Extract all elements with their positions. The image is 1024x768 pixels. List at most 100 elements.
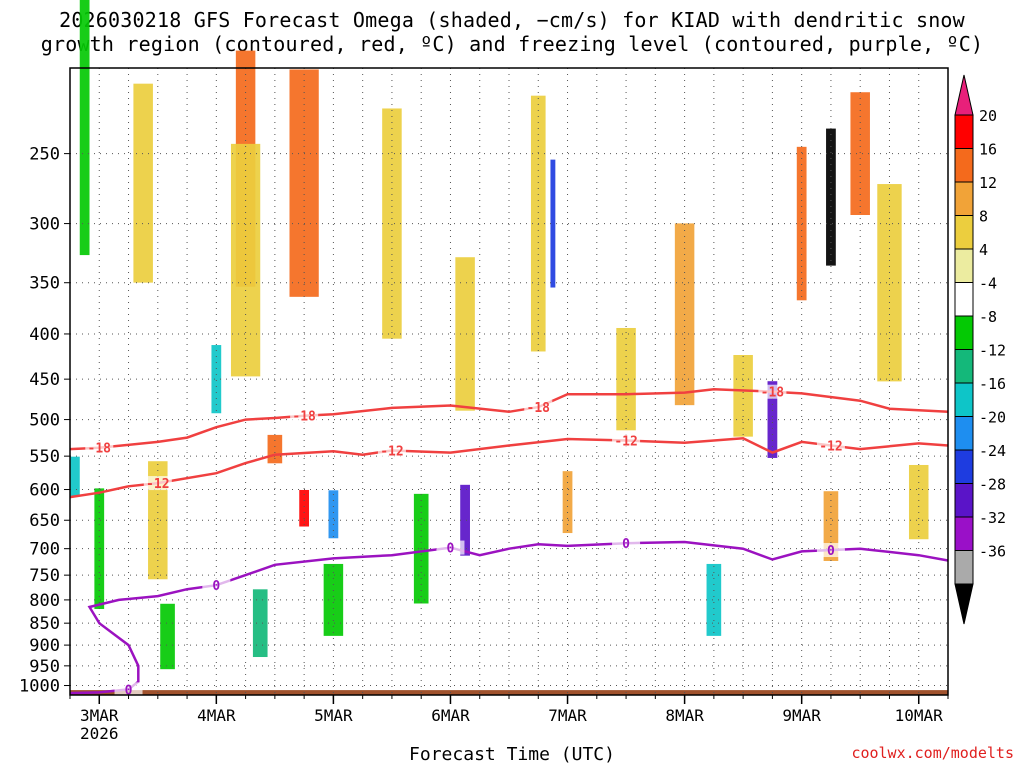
colorbar-top-arrow xyxy=(954,74,974,116)
colorbar-label: 16 xyxy=(979,141,997,159)
contour-label: 0 xyxy=(212,579,220,594)
colorbar-segment xyxy=(954,248,974,283)
omega-cell xyxy=(908,464,929,540)
colorbar-label: -16 xyxy=(979,375,1006,393)
x-tick-label: 6MAR xyxy=(431,706,470,725)
contour-label: -12 xyxy=(819,440,842,455)
omega-cell xyxy=(328,490,339,539)
contour-label-bg xyxy=(114,682,143,697)
colorbar-segment xyxy=(954,550,974,585)
colorbar-label: -36 xyxy=(979,543,1006,561)
colorbar-label: -8 xyxy=(979,308,997,326)
colorbar-segment xyxy=(954,516,974,551)
contour-label-bg xyxy=(290,408,319,423)
omega-cell xyxy=(211,345,222,414)
omega-cell xyxy=(733,355,753,437)
x-tick-label: 9MAR xyxy=(782,706,821,725)
colorbar-segment xyxy=(954,114,974,149)
contour-label: -12 xyxy=(614,434,637,449)
contour-label: 0 xyxy=(125,683,133,698)
x-tick-label: 10MAR xyxy=(895,706,944,725)
colorbar-segment xyxy=(954,382,974,417)
contour-label: -12 xyxy=(380,445,403,460)
colorbar-bottom-arrow xyxy=(954,583,974,625)
omega-cell xyxy=(133,83,153,283)
contour-line--18 xyxy=(69,387,949,451)
y-tick-label: 950 xyxy=(29,657,60,677)
omega-cell xyxy=(252,589,268,658)
colorbar-segment xyxy=(954,215,974,250)
colorbar-segment xyxy=(954,349,974,384)
colorbar-label: -32 xyxy=(979,509,1006,527)
omega-cell xyxy=(550,159,556,288)
contour-label-bg xyxy=(377,443,406,458)
colorbar-label: 12 xyxy=(979,174,997,192)
contour-label: 0 xyxy=(447,542,455,557)
colorbar-label: 20 xyxy=(979,107,997,125)
omega-cell xyxy=(706,563,722,636)
contour-line-0 xyxy=(69,540,949,695)
colorbar-label: 4 xyxy=(979,241,988,259)
contour-label-bg xyxy=(143,476,172,491)
y-tick-label: 600 xyxy=(29,481,60,501)
contour-label-bg xyxy=(612,536,641,551)
contour-label: 0 xyxy=(622,537,630,552)
contour-label-bg xyxy=(816,438,845,453)
contour-label: -18 xyxy=(761,386,785,401)
colorbar-label: -12 xyxy=(979,342,1006,360)
y-tick-label: 400 xyxy=(29,325,60,345)
y-tick-label: 900 xyxy=(29,636,60,656)
contour-label-bg xyxy=(816,543,845,558)
y-tick-label: 800 xyxy=(29,591,60,611)
colorbar-segment xyxy=(954,416,974,451)
y-tick-label: 350 xyxy=(29,274,60,294)
credit-link[interactable]: coolwx.com/modelts xyxy=(851,744,1014,762)
chart-title-line-1: 2026030218 GFS Forecast Omega (shaded, −… xyxy=(59,8,965,32)
omega-cell xyxy=(323,563,344,636)
omega-cell xyxy=(616,327,636,431)
contour-label: 0 xyxy=(827,544,835,559)
y-tick-label: 450 xyxy=(29,370,60,390)
contour-label: -18 xyxy=(292,410,316,425)
y-tick-label: 500 xyxy=(29,411,60,431)
x-tick-label: 7MAR xyxy=(548,706,587,725)
x-axis-label: Forecast Time (UTC) xyxy=(409,744,615,765)
x-tick-label: 5MAR xyxy=(314,706,353,725)
y-tick-label: 300 xyxy=(29,215,60,235)
omega-cell xyxy=(148,461,168,580)
chart-title-line-2: growth region (contoured, red, ºC) and f… xyxy=(40,32,984,56)
colorbar-segment xyxy=(954,181,974,216)
y-tick-label: 550 xyxy=(29,447,60,467)
colorbar-segment xyxy=(954,148,974,183)
omega-cell xyxy=(70,456,80,497)
y-tick-label: 850 xyxy=(29,614,60,634)
omega-cell xyxy=(79,0,90,256)
colorbar-segment xyxy=(954,483,974,518)
contour-label-bg xyxy=(436,540,465,555)
omega-cell xyxy=(289,69,319,297)
contour-label-bg xyxy=(85,440,114,455)
contour-label-bg xyxy=(202,578,231,593)
colorbar-segment xyxy=(954,449,974,484)
omega-cell xyxy=(160,603,175,670)
omega-cell xyxy=(826,128,836,266)
colorbar-label: -4 xyxy=(979,275,997,293)
omega-cell xyxy=(877,184,902,382)
contour-label: -18 xyxy=(527,401,551,416)
y-tick-label: 750 xyxy=(29,566,60,586)
omega-cell xyxy=(796,146,807,301)
contour-label-bg xyxy=(758,384,787,399)
omega-cell xyxy=(455,257,475,411)
contour-label: -18 xyxy=(88,442,112,457)
omega-cell xyxy=(382,108,402,339)
x-tick-label: 4MAR xyxy=(197,706,236,725)
omega-cell xyxy=(267,434,283,464)
y-tick-label: 650 xyxy=(29,511,60,531)
omega-cell xyxy=(850,92,870,216)
colorbar-label: -20 xyxy=(979,409,1006,427)
omega-cell xyxy=(562,471,573,534)
colorbar-label: -28 xyxy=(979,476,1006,494)
colorbar-segment xyxy=(954,282,974,317)
x-tick-label: 8MAR xyxy=(665,706,704,725)
